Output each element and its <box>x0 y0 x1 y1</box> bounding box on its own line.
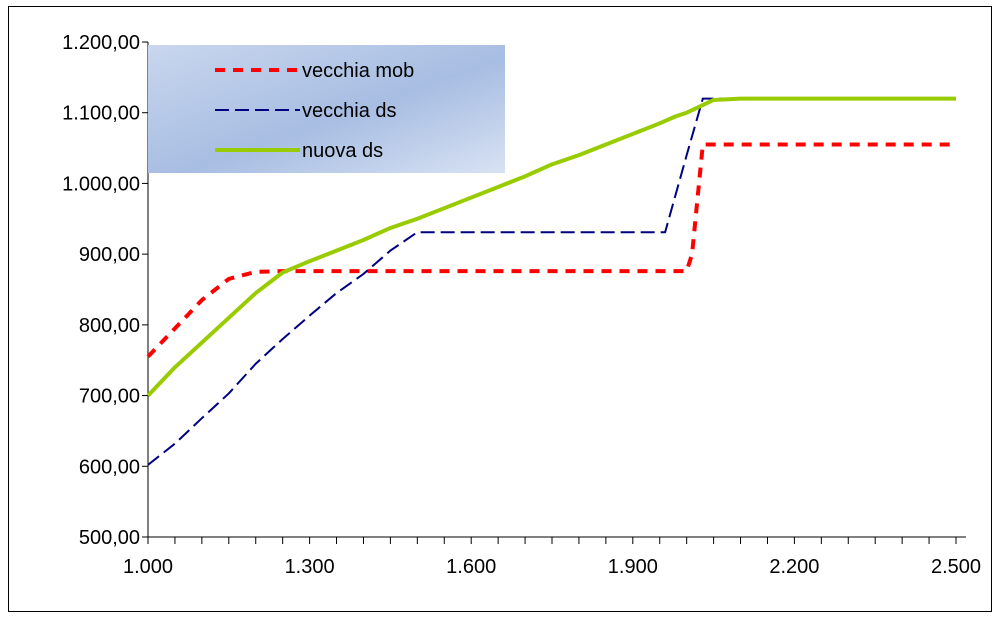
x-tick-label: 2.500 <box>931 556 981 578</box>
y-tick-label: 900,00 <box>79 244 140 266</box>
legend-background <box>148 45 505 173</box>
y-tick-label: 700,00 <box>79 386 140 408</box>
y-tick-label: 800,00 <box>79 315 140 337</box>
x-tick-label: 2.200 <box>769 556 819 578</box>
y-tick-label: 1.200,00 <box>62 32 140 54</box>
legend-label-1: vecchia mob <box>302 60 414 82</box>
x-tick-label: 1.600 <box>446 556 496 578</box>
legend-label-3: nuova ds <box>302 140 383 162</box>
x-axis-labels: 1.000 1.300 1.600 1.900 2.200 2.500 <box>123 556 981 578</box>
y-tick-label: 1.000,00 <box>62 173 140 195</box>
y-tick-label: 600,00 <box>79 456 140 478</box>
series-line-3 <box>146 96 956 397</box>
y-axis-labels: 500,00 600,00 700,00 800,00 900,00 1.000,00 1.… <box>62 32 140 549</box>
y-tick-label: 500,00 <box>79 527 140 549</box>
x-tick-label: 1.000 <box>123 556 173 578</box>
series-layer <box>146 96 956 466</box>
x-tick-label: 1.300 <box>285 556 335 578</box>
legend-label-2: vecchia ds <box>302 100 397 122</box>
y-tick-label: 1.100,00 <box>62 103 140 125</box>
x-tick-label: 1.900 <box>608 556 658 578</box>
legend: vecchia mob vecchia ds nuova ds <box>148 45 505 173</box>
series-line-1 <box>146 142 956 359</box>
